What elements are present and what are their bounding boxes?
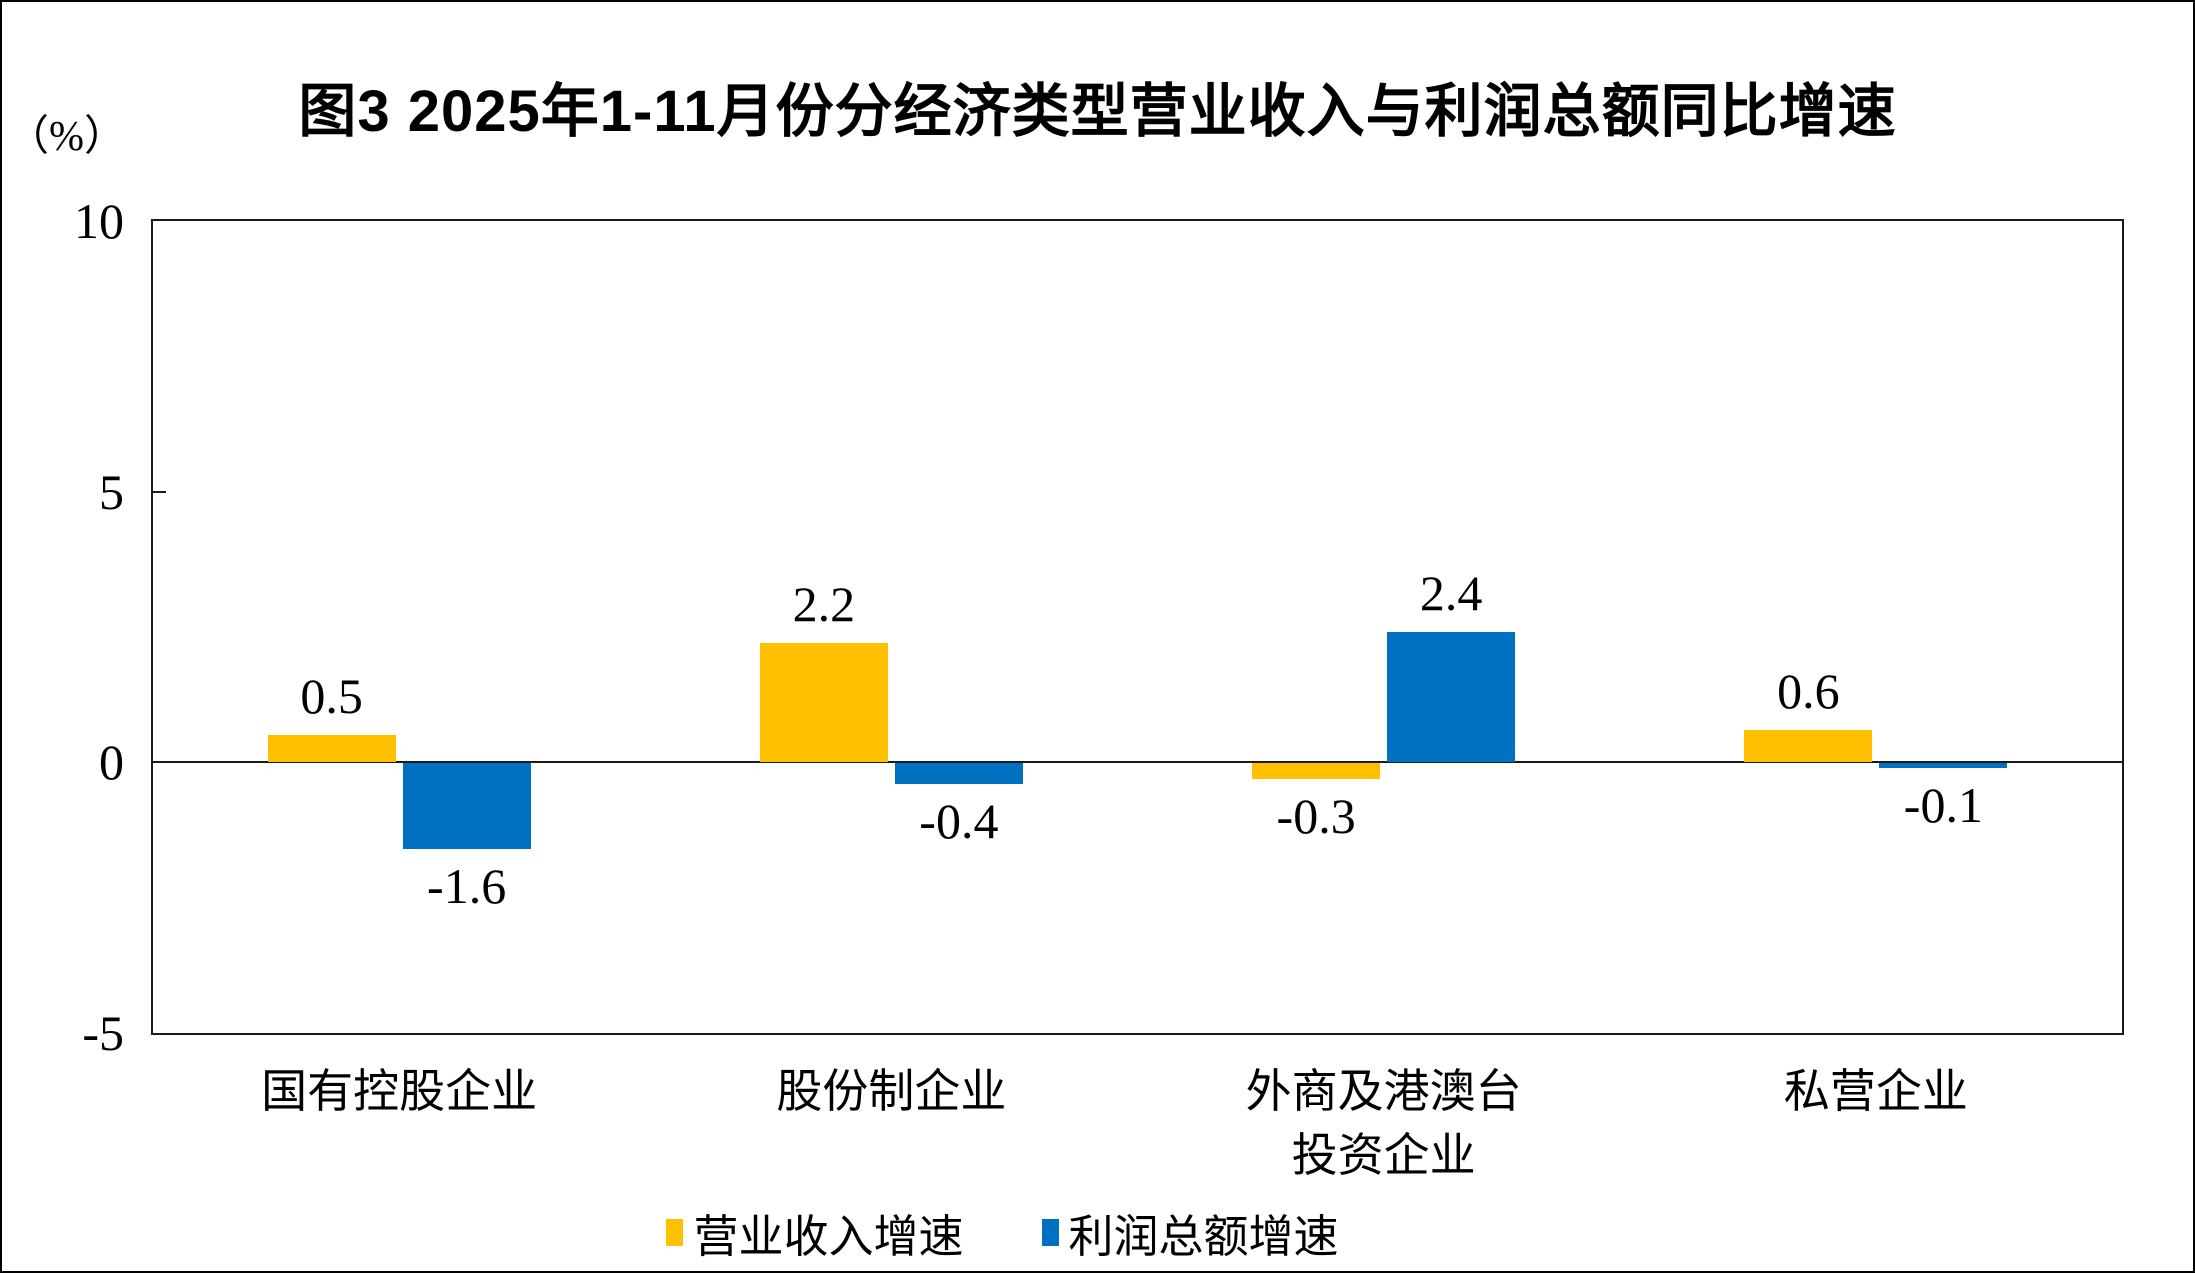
bar-利润总额增速-4	[1879, 763, 2008, 768]
y-axis-tick-mark	[153, 490, 166, 493]
category-label: 国有控股企业	[153, 1060, 645, 1124]
legend-label: 营业收入增速	[693, 1211, 964, 1262]
value-label: -0.3	[1276, 787, 1356, 844]
legend-item: 营业收入增速	[666, 1200, 964, 1265]
bar-营业收入增速-3	[1252, 763, 1381, 779]
bar-营业收入增速-4	[1744, 729, 1873, 763]
bar-利润总额增速-1	[402, 763, 531, 849]
category-label: 私营企业	[1630, 1060, 2122, 1124]
bar-营业收入增速-2	[759, 643, 888, 763]
value-label: -0.4	[919, 792, 999, 849]
value-label: -1.6	[427, 857, 507, 914]
value-label: 2.2	[792, 576, 856, 633]
category-label: 外商及港澳台 投资企业	[1138, 1060, 1630, 1188]
bar-营业收入增速-1	[267, 735, 396, 763]
category-label-line: 国有控股企业	[261, 1066, 538, 1117]
legend: 营业收入增速 利润总额增速	[2, 1202, 2193, 1262]
legend-label: 利润总额增速	[1068, 1211, 1339, 1262]
legend-item: 利润总额增速	[1041, 1200, 1339, 1265]
y-tick-label: 5	[99, 463, 124, 520]
bar-利润总额增速-2	[894, 763, 1023, 784]
value-label: 0.5	[300, 668, 363, 725]
value-label: 0.6	[1777, 662, 1840, 719]
bar-利润总额增速-3	[1387, 632, 1516, 763]
y-tick-label: -5	[82, 1005, 124, 1061]
plot-area: 0.5 -1.6 2.2 -0.4 -0.3 2.4 0.6 -0.1	[151, 219, 2124, 1035]
category-label-line: 外商及港澳台	[1245, 1066, 1522, 1117]
legend-swatch-icon	[1041, 1218, 1059, 1246]
legend-swatch-icon	[666, 1218, 684, 1246]
y-tick-label: 10	[74, 193, 124, 249]
category-label-line: 投资企业	[1291, 1130, 1476, 1181]
value-label: 2.4	[1419, 565, 1483, 622]
y-tick-label: 0	[99, 734, 124, 791]
category-label-line: 私营企业	[1783, 1066, 1968, 1117]
y-axis-unit-label: （%）	[7, 114, 126, 160]
category-label-line: 股份制企业	[776, 1066, 1007, 1117]
category-label: 股份制企业	[645, 1060, 1137, 1124]
zero-axis-line	[153, 761, 2122, 764]
value-label: -0.1	[1903, 776, 1983, 833]
chart-title: 图3 2025年1-11月份分经济类型营业收入与利润总额同比增速	[298, 79, 1897, 144]
